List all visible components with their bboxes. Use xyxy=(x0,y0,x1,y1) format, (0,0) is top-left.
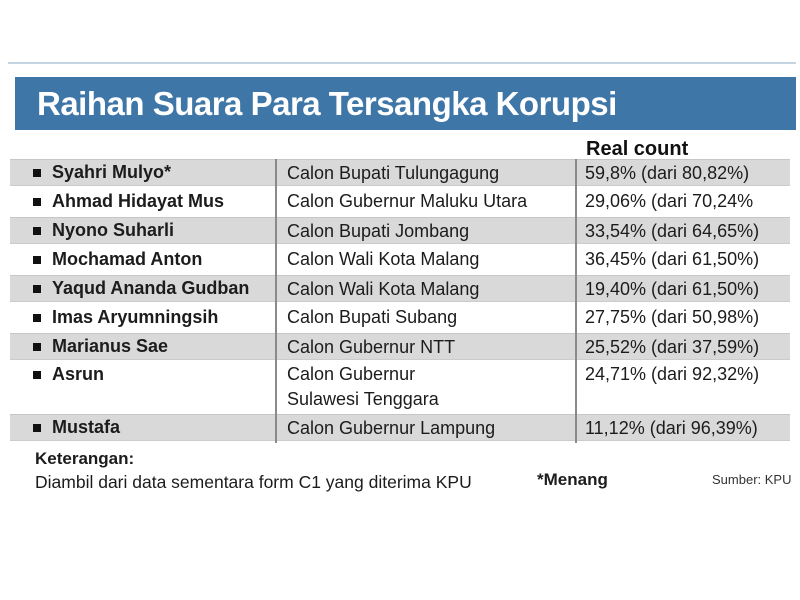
candidate-name-cell: Ahmad Hidayat Mus xyxy=(10,188,275,215)
candidate-name-cell: Mustafa xyxy=(10,415,275,440)
candidate-name: Marianus Sae xyxy=(52,336,169,356)
real-count-cell: 33,54% (dari 64,65%) xyxy=(585,221,760,241)
asterisk-note: *Menang xyxy=(537,470,608,489)
page-title: Raihan Suara Para Tersangka Korupsi xyxy=(37,84,617,122)
column-divider xyxy=(575,159,577,443)
candidate-name: Mochamad Anton xyxy=(52,249,203,269)
square-bullet-icon xyxy=(33,255,41,264)
table-row: Mochamad Anton Calon Wali Kota Malang 36… xyxy=(10,246,790,273)
candidate-position-cell: Calon Gubernur Lampung xyxy=(287,418,496,438)
real-count-cell: 19,40% (dari 61,50%) xyxy=(585,279,760,299)
candidate-name: Mustafa xyxy=(52,417,121,437)
notes-text: Diambil dari data sementara form C1 yang… xyxy=(35,472,472,492)
real-count-cell: 25,52% (dari 37,59%) xyxy=(585,337,760,357)
square-bullet-icon xyxy=(33,423,41,432)
candidate-name-cell: Yaqud Ananda Gudban xyxy=(10,276,275,301)
table-row: Asrun Calon Gubernur Sulawesi Tenggara 2… xyxy=(10,362,790,412)
candidate-name: Asrun xyxy=(52,364,105,384)
square-bullet-icon xyxy=(33,342,41,351)
candidate-position-cell: Calon Gubernur NTT xyxy=(287,337,456,357)
candidate-position-cell: Calon Wali Kota Malang xyxy=(287,279,480,299)
title-bar: Raihan Suara Para Tersangka Korupsi xyxy=(15,77,796,130)
candidate-name-cell: Nyono Suharli xyxy=(10,218,275,243)
candidate-name-cell: Marianus Sae xyxy=(10,334,275,359)
candidate-name-cell: Syahri Mulyo* xyxy=(10,160,275,185)
results-table: Syahri Mulyo* Calon Bupati Tulungagung 5… xyxy=(10,159,790,443)
candidate-position-cell: Calon Bupati Subang xyxy=(287,307,458,327)
candidate-position-cell: Calon Bupati Tulungagung xyxy=(287,163,500,183)
source-label: Sumber: KPU xyxy=(712,472,792,487)
table-row: Syahri Mulyo* Calon Bupati Tulungagung 5… xyxy=(10,159,790,186)
table-row: Imas Aryumningsih Calon Bupati Subang 27… xyxy=(10,304,790,331)
square-bullet-icon xyxy=(33,197,41,206)
candidate-name: Yaqud Ananda Gudban xyxy=(52,278,250,298)
table-row: Ahmad Hidayat Mus Calon Gubernur Maluku … xyxy=(10,188,790,215)
candidate-name-cell: Imas Aryumningsih xyxy=(10,304,275,331)
square-bullet-icon xyxy=(33,371,41,379)
candidate-name-cell: Mochamad Anton xyxy=(10,246,275,273)
candidate-name: Ahmad Hidayat Mus xyxy=(52,191,225,211)
square-bullet-icon xyxy=(33,168,41,177)
candidate-position-cell: Calon Wali Kota Malang xyxy=(287,249,480,269)
square-bullet-icon xyxy=(33,284,41,293)
real-count-cell: 36,45% (dari 61,50%) xyxy=(585,249,760,269)
real-count-column-header: Real count xyxy=(586,138,689,160)
candidate-name-cell: Asrun xyxy=(10,362,275,412)
real-count-cell: 27,75% (dari 50,98%) xyxy=(585,307,760,327)
table-row: Mustafa Calon Gubernur Lampung 11,12% (d… xyxy=(10,414,790,441)
table-row: Marianus Sae Calon Gubernur NTT 25,52% (… xyxy=(10,333,790,360)
top-divider-rule xyxy=(8,62,796,64)
candidate-position-cell: Calon Gubernur Sulawesi Tenggara xyxy=(287,364,439,409)
real-count-cell: 11,12% (dari 96,39%) xyxy=(585,418,758,438)
table-row: Yaqud Ananda Gudban Calon Wali Kota Mala… xyxy=(10,275,790,302)
candidate-position-cell: Calon Bupati Jombang xyxy=(287,221,470,241)
notes-label: Keterangan: xyxy=(35,449,135,468)
real-count-cell: 29,06% (dari 70,24% xyxy=(585,191,754,211)
candidate-position-cell: Calon Gubernur Maluku Utara xyxy=(287,191,528,211)
column-divider xyxy=(275,159,277,443)
candidate-name: Nyono Suharli xyxy=(52,220,175,240)
candidate-name: Imas Aryumningsih xyxy=(52,307,219,327)
table-row: Nyono Suharli Calon Bupati Jombang 33,54… xyxy=(10,217,790,244)
square-bullet-icon xyxy=(33,226,41,235)
real-count-cell: 59,8% (dari 80,82%) xyxy=(585,163,750,183)
real-count-cell: 24,71% (dari 92,32%) xyxy=(585,364,760,384)
candidate-name: Syahri Mulyo* xyxy=(52,162,172,182)
square-bullet-icon xyxy=(33,313,41,322)
